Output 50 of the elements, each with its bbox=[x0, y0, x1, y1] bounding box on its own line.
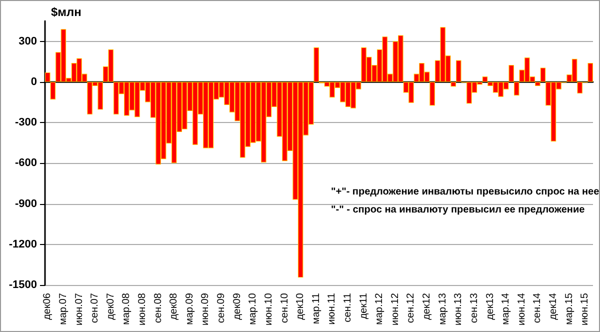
y-axis-title: $млн bbox=[51, 5, 82, 19]
x-tick-label: дек09 bbox=[232, 292, 243, 320]
x-tick-label: июн.15 bbox=[580, 292, 591, 326]
y-tick-label: -1500 bbox=[8, 279, 37, 291]
x-tick-label: июн.08 bbox=[136, 292, 148, 326]
x-tick-label: мар.15 bbox=[564, 292, 575, 325]
x-tick-label: дек13 bbox=[484, 292, 496, 320]
x-tick-label: мар.09 bbox=[184, 292, 196, 325]
x-tick-label: июн.09 bbox=[200, 292, 212, 326]
x-tick-label: сен.13 bbox=[468, 292, 480, 323]
bar bbox=[540, 68, 546, 82]
y-tick-label: -1200 bbox=[8, 238, 37, 250]
annotation: "+"- предложение инвалюты превысило спрос на нее bbox=[331, 186, 600, 198]
x-tick-label: сен.14 bbox=[532, 292, 544, 323]
x-tick-label: июн.14 bbox=[516, 292, 528, 326]
y-tick-label: 300 bbox=[18, 35, 37, 48]
x-tick-label: июн.07 bbox=[74, 292, 85, 326]
x-tick-label: сен.07 bbox=[90, 292, 101, 323]
x-tick-label: июн.10 bbox=[263, 292, 274, 326]
bar bbox=[508, 65, 514, 82]
x-tick-label: сен.09 bbox=[216, 292, 228, 323]
y-tick-label: -300 bbox=[14, 116, 37, 129]
x-tick-label: дек08 bbox=[168, 292, 180, 320]
bar bbox=[430, 82, 435, 106]
x-tick-label: дек06 bbox=[42, 292, 54, 320]
x-tick-label: мар.08 bbox=[121, 292, 132, 325]
x-tick-label: июн.11 bbox=[326, 292, 338, 325]
x-tick-label: сен.10 bbox=[279, 292, 290, 323]
x-tick-label: июн.13 bbox=[453, 292, 464, 326]
x-tick-label: дек12 bbox=[422, 292, 433, 320]
x-tick-label: дек14 bbox=[548, 292, 559, 320]
bar bbox=[482, 76, 488, 82]
y-tick-label: -600 bbox=[14, 157, 37, 170]
x-tick-label: дек11 bbox=[358, 292, 370, 320]
y-tick-label: 0 bbox=[30, 76, 37, 88]
y-tick-label: -900 bbox=[14, 198, 37, 210]
x-tick-label: дек10 bbox=[295, 292, 306, 320]
x-tick-label: мар.10 bbox=[248, 292, 259, 325]
x-tick-label: мар.13 bbox=[437, 292, 448, 325]
x-tick-label: сен.08 bbox=[152, 292, 164, 323]
annotation: "-" - спрос на инвалюту превысил ее предложение bbox=[331, 204, 586, 216]
x-tick-label: дек07 bbox=[105, 292, 116, 320]
x-tick-label: июн.12 bbox=[390, 292, 401, 326]
x-tick-label: мар.07 bbox=[58, 292, 69, 325]
x-tick-label: сен.11 bbox=[342, 292, 354, 322]
bar bbox=[535, 82, 540, 86]
x-tick-label: мар.11 bbox=[310, 292, 322, 324]
x-tick-label: мар.12 bbox=[374, 292, 386, 325]
x-tick-label: сен.12 bbox=[406, 292, 417, 323]
x-tick-label: мар.14 bbox=[500, 292, 512, 325]
